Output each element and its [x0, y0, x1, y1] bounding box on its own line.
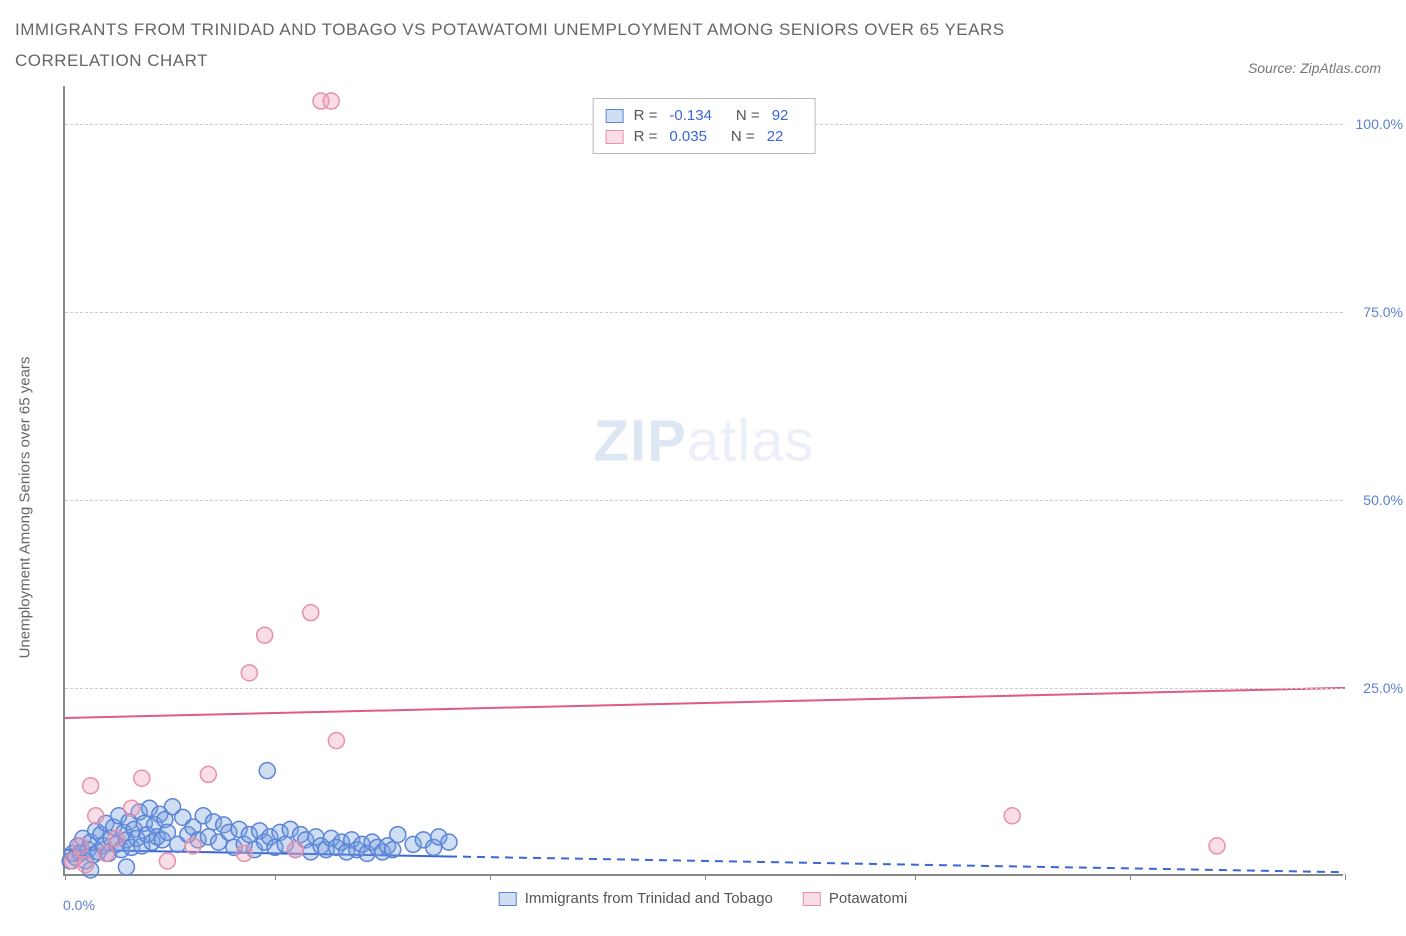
data-point: [287, 842, 303, 858]
data-point: [159, 853, 175, 869]
data-point: [259, 763, 275, 779]
r-value: 0.035: [669, 128, 707, 145]
source-label: Source: ZipAtlas.com: [1248, 60, 1391, 76]
x-tick-mark: [705, 874, 706, 880]
n-label: N =: [731, 128, 755, 145]
data-point: [83, 778, 99, 794]
y-tick-label: 75.0%: [1363, 304, 1403, 320]
legend-label: Immigrants from Trinidad and Tobago: [525, 890, 773, 907]
gridline: [65, 688, 1343, 689]
x-tick-mark: [275, 874, 276, 880]
legend-swatch: [606, 130, 624, 144]
legend-label: Potawatomi: [829, 890, 907, 907]
data-point: [124, 800, 140, 816]
chart-title: IMMIGRANTS FROM TRINIDAD AND TOBAGO VS P…: [15, 15, 1115, 76]
legend-item: Potawatomi: [803, 890, 907, 907]
data-point: [257, 627, 273, 643]
y-tick-label: 100.0%: [1356, 116, 1403, 132]
trend-line-dashed: [449, 857, 1345, 873]
data-point: [118, 859, 134, 875]
y-axis-label: Unemployment Among Seniors over 65 years: [17, 356, 34, 658]
data-point: [328, 733, 344, 749]
x-tick-mark: [1345, 874, 1346, 880]
data-point: [385, 842, 401, 858]
gridline: [65, 500, 1343, 501]
stats-legend: R = -0.134 N = 92 R = 0.035 N = 22: [593, 98, 816, 154]
n-label: N =: [736, 107, 760, 124]
x-tick-mark: [65, 874, 66, 880]
data-point: [88, 808, 104, 824]
legend-swatch: [499, 892, 517, 906]
data-point: [98, 846, 114, 862]
data-point: [441, 834, 457, 850]
gridline: [65, 312, 1343, 313]
data-point: [323, 93, 339, 109]
stats-legend-row: R = -0.134 N = 92: [606, 105, 803, 126]
legend-swatch: [606, 109, 624, 123]
scatter-svg: [65, 86, 1343, 874]
x-tick-mark: [490, 874, 491, 880]
x-tick-mark: [1130, 874, 1131, 880]
correlation-chart: Unemployment Among Seniors over 65 years…: [15, 76, 1391, 921]
y-tick-label: 50.0%: [1363, 492, 1403, 508]
r-label: R =: [634, 107, 658, 124]
x-axis-origin-label: 0.0%: [63, 897, 95, 913]
trend-line: [65, 688, 1345, 718]
data-point: [1209, 838, 1225, 854]
data-point: [134, 770, 150, 786]
data-point: [303, 605, 319, 621]
data-point: [108, 831, 124, 847]
x-tick-mark: [915, 874, 916, 880]
n-value: 92: [772, 107, 789, 124]
data-point: [185, 838, 201, 854]
data-point: [200, 767, 216, 783]
r-label: R =: [634, 128, 658, 145]
plot-area: ZIPatlas R =-0.134N =92R =0.035N =22 25.…: [63, 86, 1343, 876]
n-value: 22: [767, 128, 784, 145]
data-point: [236, 846, 252, 862]
r-value: -0.134: [669, 107, 712, 124]
data-point: [72, 838, 88, 854]
data-point: [241, 665, 257, 681]
data-point: [77, 857, 93, 873]
legend-swatch: [803, 892, 821, 906]
series-legend: Immigrants from Trinidad and Tobago Potaw…: [499, 890, 908, 907]
legend-item: Immigrants from Trinidad and Tobago: [499, 890, 773, 907]
data-point: [1004, 808, 1020, 824]
stats-legend-row: R = 0.035 N = 22: [606, 126, 803, 147]
y-tick-label: 25.0%: [1363, 680, 1403, 696]
data-point: [390, 827, 406, 843]
